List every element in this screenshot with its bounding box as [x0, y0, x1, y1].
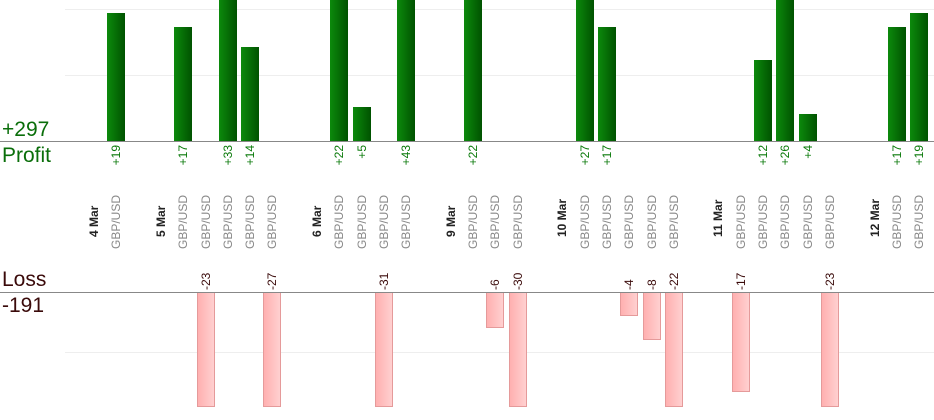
profit-bar — [330, 0, 349, 141]
loss-bar — [263, 293, 282, 407]
profit-value-label: +33 — [220, 145, 235, 166]
profit-value-label: +14 — [243, 145, 258, 166]
loss-value-label: -23 — [822, 272, 837, 290]
trade-pair-label: GBP/USD — [912, 194, 927, 249]
trade-pair-label: GBP/USD — [800, 194, 815, 249]
profit-value-label: +5 — [354, 145, 369, 159]
loss-value-label: -22 — [666, 272, 681, 290]
date-label: 10 Mar — [555, 198, 570, 237]
profit-value-label: +22 — [332, 145, 347, 166]
profit-bar — [352, 107, 371, 141]
loss-value-label: -8 — [644, 279, 659, 290]
date-label: 4 Mar — [87, 205, 101, 237]
profit-bar — [798, 114, 817, 141]
trade-pair-label: GBP/USD — [198, 194, 213, 249]
trade-pair-label: GBP/USD — [822, 194, 837, 249]
trade-pair-label: GBP/USD — [354, 194, 369, 249]
trade-pair-label: GBP/USD — [599, 194, 614, 249]
trade-pair-label: GBP/USD — [376, 194, 391, 249]
profit-value-label: +22 — [466, 145, 481, 166]
loss-value-label: -31 — [376, 272, 391, 290]
gridline — [65, 352, 934, 353]
profit-value-label: +19 — [912, 145, 927, 166]
loss-bar — [486, 293, 505, 329]
trade-pair-label: GBP/USD — [265, 194, 280, 249]
trade-pair-label: GBP/USD — [176, 194, 191, 249]
loss-value-label: -30 — [510, 272, 525, 290]
profit-bar — [597, 26, 616, 141]
profit-value-label: +4 — [800, 145, 815, 159]
profit-axis — [0, 141, 934, 142]
loss-bar — [642, 293, 661, 340]
loss-bar — [374, 293, 393, 407]
trade-pair-label: GBP/USD — [109, 194, 124, 249]
profit-value-label: +19 — [109, 145, 124, 166]
profit-value-label: +26 — [778, 145, 793, 166]
date-label: 11 Mar — [711, 199, 726, 237]
loss-bars-area — [0, 293, 934, 407]
loss-bar — [508, 293, 527, 407]
profit-bars-area — [0, 0, 934, 141]
profit-value-label: +43 — [399, 145, 414, 166]
loss-label: Loss — [2, 268, 47, 291]
profit-total: +297 — [2, 118, 50, 141]
loss-bar — [664, 293, 683, 407]
loss-bar — [196, 293, 215, 407]
trade-pair-label: GBP/USD — [889, 194, 904, 249]
profit-bar — [218, 0, 237, 141]
loss-value-label: -4 — [622, 279, 637, 290]
profit-bar — [754, 60, 772, 141]
trade-pair-label: GBP/USD — [756, 194, 770, 249]
trade-pair-label: GBP/USD — [577, 194, 592, 249]
trade-pair-label: GBP/USD — [488, 194, 503, 249]
profit-bar — [776, 0, 795, 141]
trade-pair-label: GBP/USD — [778, 194, 793, 249]
profit-label: Profit — [2, 144, 52, 167]
profit-bar — [910, 13, 929, 141]
loss-bar — [820, 293, 839, 407]
trade-pair-label: GBP/USD — [622, 194, 637, 249]
profit-value-label: +12 — [756, 145, 770, 166]
profit-bar — [397, 0, 416, 141]
loss-axis — [0, 292, 934, 293]
profit-bar — [174, 26, 193, 141]
date-label: 5 Mar — [153, 205, 168, 237]
profit-bar — [464, 0, 483, 141]
gridline — [65, 75, 934, 76]
loss-bar — [620, 293, 639, 317]
profit-bar — [887, 26, 906, 141]
date-label: 6 Mar — [310, 205, 324, 237]
trade-pair-label: GBP/USD — [220, 194, 235, 249]
trade-pair-label: GBP/USD — [510, 194, 525, 249]
trade-pair-label: GBP/USD — [466, 194, 481, 249]
gridline — [65, 9, 934, 10]
profit-value-label: +17 — [176, 145, 191, 166]
loss-total: -191 — [2, 294, 45, 317]
trade-pair-label: GBP/USD — [399, 194, 414, 249]
profit-bar — [241, 47, 260, 141]
trade-pair-label: GBP/USD — [243, 194, 258, 249]
trade-pair-label: GBP/USD — [332, 194, 347, 249]
date-label: 12 Mar — [867, 198, 882, 237]
trade-pair-label: GBP/USD — [666, 194, 681, 249]
loss-value-label: -23 — [198, 272, 213, 290]
loss-value-label: -6 — [488, 279, 503, 290]
profit-value-label: +17 — [889, 145, 904, 166]
trade-pair-label: GBP/USD — [644, 194, 659, 249]
profit-bar — [575, 0, 594, 141]
profit-bar — [107, 13, 126, 141]
date-label: 9 Mar — [443, 205, 458, 237]
trade-pair-label: GBP/USD — [733, 194, 748, 249]
loss-bar — [731, 293, 750, 393]
loss-value-label: -17 — [733, 272, 748, 290]
loss-value-label: -27 — [265, 272, 280, 290]
profit-value-label: +27 — [577, 145, 592, 166]
profit-value-label: +17 — [599, 145, 614, 166]
